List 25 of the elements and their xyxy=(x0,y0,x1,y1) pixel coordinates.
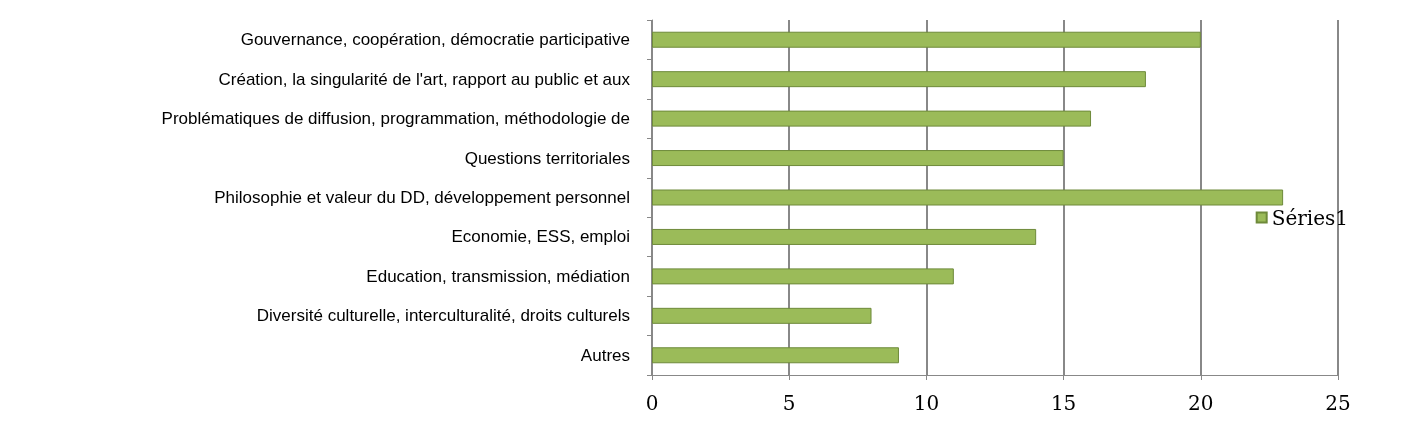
x-tick-label: 25 xyxy=(1325,391,1351,415)
x-tick-label: 5 xyxy=(782,391,796,415)
bar xyxy=(652,150,1064,167)
y-tick-label: Problématiques de diffusion, programmation, méthodologie de xyxy=(161,109,630,129)
y-tick-label: Gouvernance, coopération, démocratie participative xyxy=(240,30,630,50)
x-tick-label: 10 xyxy=(913,391,940,415)
y-tick-label: Création, la singularité de l'art, rapport au public et aux xyxy=(218,69,631,89)
x-tick-label: 0 xyxy=(645,391,659,415)
y-tick-label: Economie, ESS, emploi xyxy=(451,227,630,247)
bar xyxy=(652,71,1146,88)
bar xyxy=(652,347,899,364)
y-tick-label: Autres xyxy=(580,345,630,365)
x-tick-label: 20 xyxy=(1188,391,1214,415)
bar xyxy=(652,307,872,324)
y-tick-label: Questions territoriales xyxy=(464,148,630,168)
bar xyxy=(652,189,1284,206)
bar xyxy=(652,268,954,285)
y-tick-label: Philosophie et valeur du DD, développement personnel xyxy=(214,188,630,207)
x-tick-label: 15 xyxy=(1050,391,1077,415)
legend-label: Séries1 xyxy=(1271,205,1349,230)
bar xyxy=(652,110,1092,127)
y-tick-label: Diversité culturelle, interculturalité, droits culturels xyxy=(256,306,630,326)
bar xyxy=(652,31,1201,48)
bar xyxy=(652,228,1037,245)
y-tick-label: Education, transmission, médiation xyxy=(366,266,630,286)
